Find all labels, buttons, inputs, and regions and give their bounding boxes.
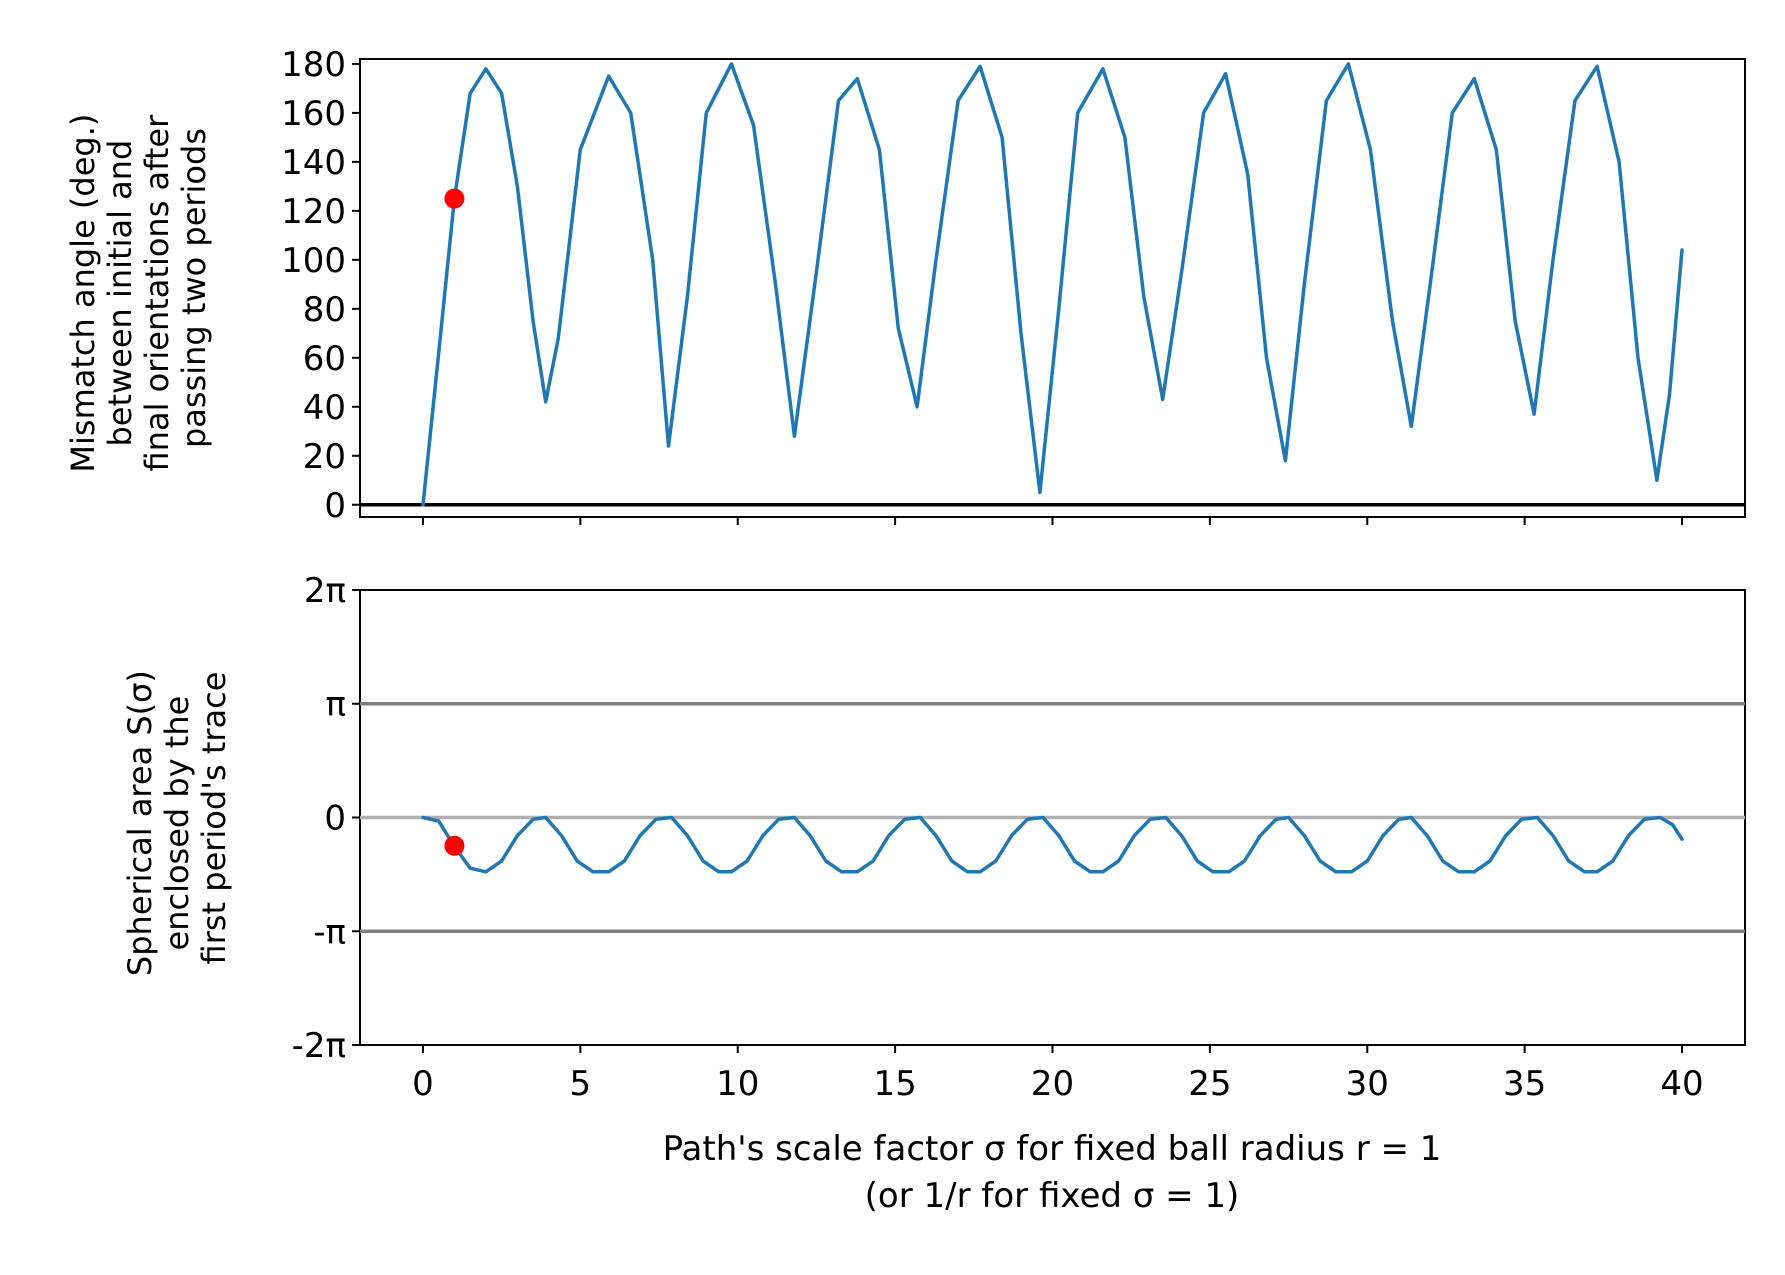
- top-y-tick-label-8: 160: [281, 94, 346, 134]
- bottom-x-tick-label-7: 35: [1503, 1064, 1546, 1104]
- bottom-y-label-line-1: Spherical area S(σ): [121, 670, 159, 976]
- top-panel: 0 20 40 60 80 100 120 140 160 180 Mismatch angle …: [64, 45, 1746, 526]
- bottom-x-tick-label-3: 15: [873, 1064, 916, 1104]
- bottom-y-ticks: -2π -π 0 π 2π: [292, 571, 360, 1066]
- bottom-x-tick-label-4: 20: [1031, 1064, 1074, 1104]
- bottom-x-ticks: 0 5 10 15 20 25 30 35 40: [412, 1045, 1704, 1104]
- x-axis-label-line-2: (or 1/r for fixed σ = 1): [865, 1176, 1240, 1216]
- top-plot-frame: [359, 58, 1746, 518]
- top-y-tick-label-0: 0: [324, 486, 346, 526]
- top-markers: [444, 188, 465, 209]
- bottom-marker-0: [444, 835, 465, 856]
- bottom-y-tick-label-4: 2π: [304, 571, 346, 611]
- bottom-y-tick-label-2: 0: [324, 799, 346, 839]
- top-y-ticks: 0 20 40 60 80 100 120 140 160 180: [281, 45, 360, 526]
- bottom-y-label-line-3: first period's trace: [195, 672, 233, 965]
- bottom-series: [421, 815, 1684, 874]
- top-x-ticks: [421, 517, 1684, 525]
- top-y-label-line-2: between initial and: [101, 140, 139, 447]
- top-series: [421, 62, 1684, 507]
- bottom-y-axis-label: Spherical area S(σ) enclosed by the firs…: [121, 660, 233, 976]
- bottom-x-tick-label-0: 0: [412, 1064, 434, 1104]
- top-y-label-line-3: final orientations after: [138, 114, 176, 472]
- top-series-line-0: [421, 62, 1684, 507]
- top-y-label-line-4: passing two periods: [175, 128, 213, 448]
- bottom-y-tick-label-1: -π: [313, 912, 346, 952]
- bottom-markers: [444, 835, 465, 856]
- bottom-x-tick-label-5: 25: [1188, 1064, 1231, 1104]
- top-y-label-line-1: Mismatch angle (deg.): [64, 114, 102, 473]
- bottom-panel: -2π -π 0 π 2π 0 5 10 15 20 25 30 35 40 Spherical are…: [121, 571, 1746, 1216]
- top-y-tick-label-7: 140: [281, 143, 346, 183]
- top-y-tick-label-9: 180: [281, 45, 346, 85]
- bottom-reference-lines: [360, 701, 1745, 934]
- bottom-y-tick-label-0: -2π: [292, 1026, 346, 1066]
- top-marker-0: [444, 188, 465, 209]
- bottom-x-tick-label-1: 5: [570, 1064, 592, 1104]
- bottom-x-tick-label-2: 10: [716, 1064, 759, 1104]
- top-y-tick-label-3: 60: [303, 339, 346, 379]
- top-y-axis-label: Mismatch angle (deg.) between initial an…: [64, 103, 213, 472]
- bottom-y-tick-label-3: π: [326, 685, 346, 725]
- bottom-x-tick-label-6: 30: [1346, 1064, 1389, 1104]
- top-y-tick-label-1: 20: [303, 437, 346, 477]
- top-y-tick-label-6: 120: [281, 192, 346, 232]
- x-axis-label-line-1: Path's scale factor σ for fixed ball rad…: [663, 1129, 1442, 1169]
- bottom-x-tick-label-8: 40: [1660, 1064, 1703, 1104]
- top-y-tick-label-4: 80: [303, 290, 346, 330]
- top-y-tick-label-2: 40: [303, 388, 346, 428]
- bottom-y-label-line-2: enclosed by the: [158, 696, 196, 951]
- top-y-tick-label-5: 100: [281, 241, 346, 281]
- bottom-series-line-0: [421, 815, 1684, 874]
